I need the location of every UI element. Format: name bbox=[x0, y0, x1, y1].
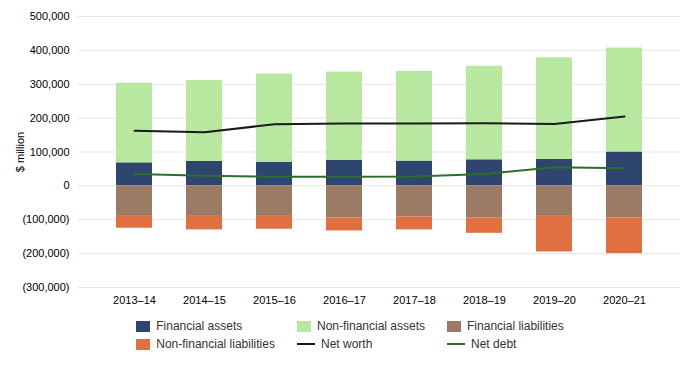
svg-text:400,000: 400,000 bbox=[30, 44, 70, 56]
html-text:Net worth: Net worth bbox=[321, 337, 373, 351]
svg-text:2015–16: 2015–16 bbox=[253, 294, 296, 306]
svg-text:100,000: 100,000 bbox=[30, 146, 70, 158]
svg-text:200,000: 200,000 bbox=[30, 112, 70, 124]
html-text:Non-financial assets: Non-financial assets bbox=[317, 319, 425, 333]
svg-text:300,000: 300,000 bbox=[30, 78, 70, 90]
html-text:Financial liabilities: Financial liabilities bbox=[467, 319, 564, 333]
svg-text:2016–17: 2016–17 bbox=[323, 294, 366, 306]
svg-text:(100,000): (100,000) bbox=[22, 213, 69, 225]
html-text:Financial assets: Financial assets bbox=[156, 319, 243, 333]
svg-text:2020–21: 2020–21 bbox=[603, 294, 646, 306]
svg-text:(200,000): (200,000) bbox=[22, 247, 69, 259]
svg-text:2019–20: 2019–20 bbox=[533, 294, 576, 306]
html-text:Non-financial liabilities: Non-financial liabilities bbox=[156, 337, 275, 351]
svg-text:2017–18: 2017–18 bbox=[393, 294, 436, 306]
svg-text:2013–14: 2013–14 bbox=[113, 294, 156, 306]
svg-text:500,000: 500,000 bbox=[30, 10, 70, 22]
svg-text:(300,000): (300,000) bbox=[22, 281, 69, 293]
svg-text:0: 0 bbox=[63, 179, 69, 191]
html-text:Net debt: Net debt bbox=[471, 337, 517, 351]
svg-text:$ million: $ million bbox=[14, 132, 26, 172]
svg-text:2014–15: 2014–15 bbox=[183, 294, 226, 306]
svg-text:2018–19: 2018–19 bbox=[463, 294, 506, 306]
